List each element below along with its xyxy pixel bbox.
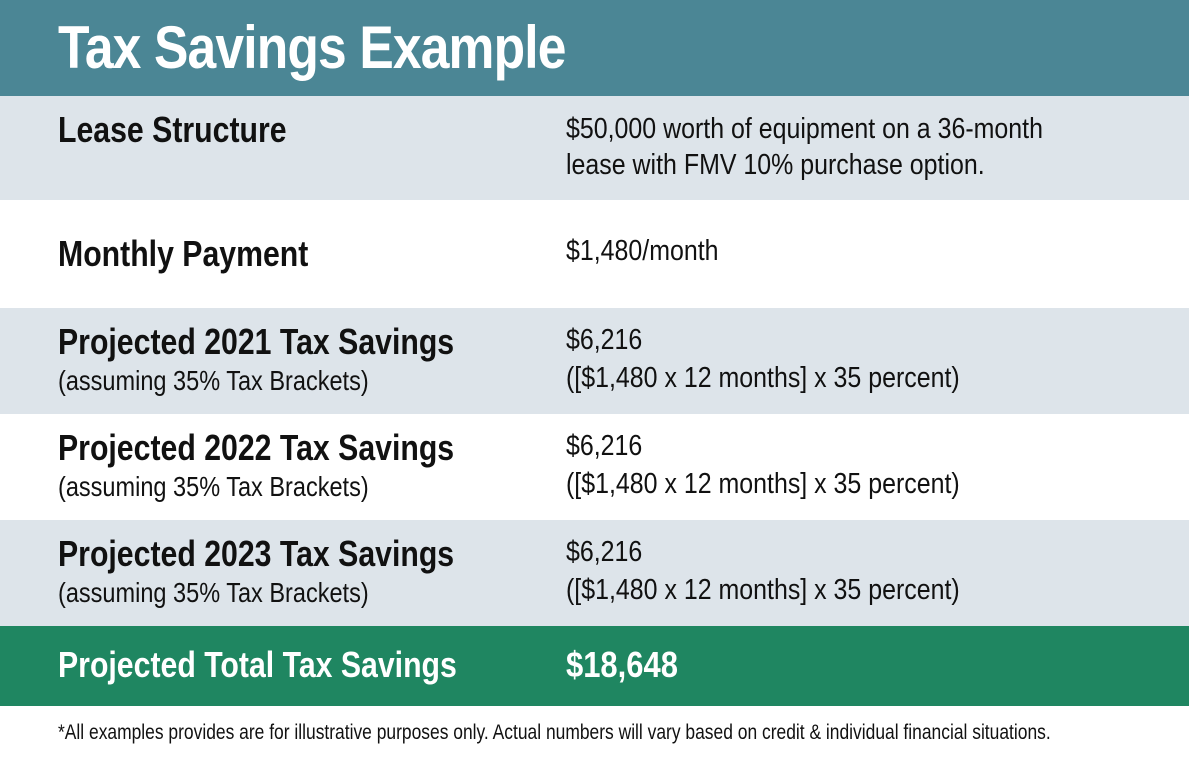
row-value-line: lease with FMV 10% purchase option. — [566, 149, 985, 181]
total-label: Projected Total Tax Savings — [58, 644, 457, 685]
table-row-2023-savings: Projected 2023 Tax Savings (assuming 35%… — [0, 520, 1189, 626]
table-row-2022-savings: Projected 2022 Tax Savings (assuming 35%… — [0, 414, 1189, 520]
row-label: Projected 2023 Tax Savings — [58, 533, 455, 574]
table-row-lease-structure: Lease Structure $50,000 worth of equipme… — [0, 96, 1189, 200]
row-sublabel: (assuming 35% Tax Brackets) — [58, 577, 369, 608]
row-value-line: $1,480/month — [566, 235, 719, 267]
row-value-line: $50,000 worth of equipment on a 36-month — [566, 113, 1043, 145]
total-value: $18,648 — [566, 644, 678, 685]
table-row-monthly-payment: Monthly Payment $1,480/month — [0, 200, 1189, 308]
row-label: Projected 2022 Tax Savings — [58, 427, 455, 468]
row-value-line: $6,216 — [566, 430, 643, 462]
row-label: Projected 2021 Tax Savings — [58, 321, 455, 362]
row-label: Lease Structure — [58, 109, 287, 150]
table-row-2021-savings: Projected 2021 Tax Savings (assuming 35%… — [0, 308, 1189, 414]
row-sublabel: (assuming 35% Tax Brackets) — [58, 365, 369, 396]
row-value-line: ([$1,480 x 12 months] x 35 percent) — [566, 574, 960, 606]
page-title: Tax Savings Example — [58, 14, 566, 81]
table-row-total-savings: Projected Total Tax Savings $18,648 — [0, 626, 1189, 706]
header-bar: Tax Savings Example — [0, 0, 1189, 96]
row-value-line: ([$1,480 x 12 months] x 35 percent) — [566, 468, 960, 500]
row-value-line: $6,216 — [566, 324, 643, 356]
row-label: Monthly Payment — [58, 233, 309, 274]
row-value-line: $6,216 — [566, 536, 643, 568]
disclaimer-footnote: *All examples provides are for illustrat… — [58, 721, 1051, 744]
row-value-line: ([$1,480 x 12 months] x 35 percent) — [566, 362, 960, 394]
row-sublabel: (assuming 35% Tax Brackets) — [58, 471, 369, 502]
